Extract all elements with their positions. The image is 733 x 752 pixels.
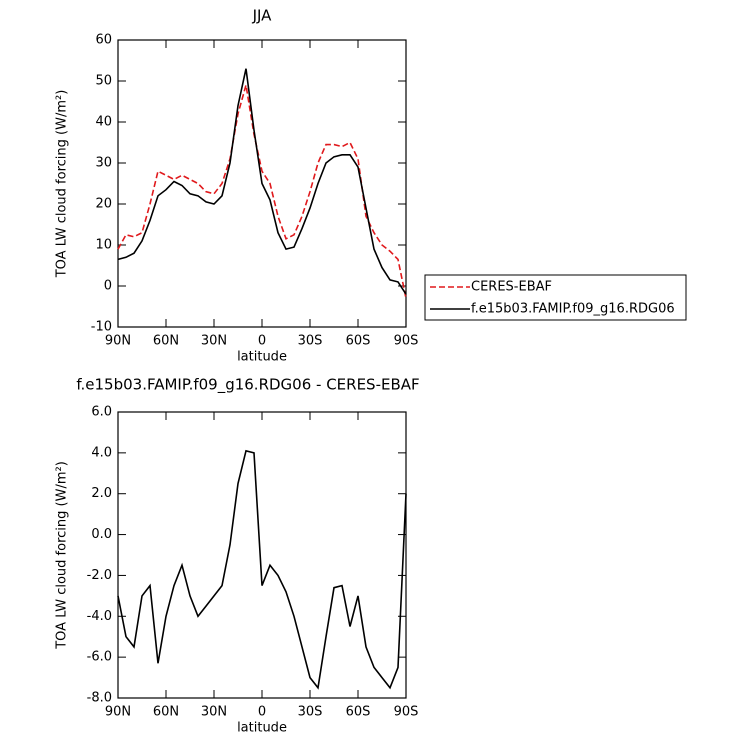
y-tick-label: 40: [95, 115, 112, 130]
x-axis-label: latitude: [237, 721, 287, 736]
y-tick-label: 6.0: [91, 405, 112, 420]
x-tick-label: 0: [258, 705, 266, 720]
plot-frame: [117, 411, 407, 699]
y-tick-label: -10: [91, 320, 112, 335]
y-tick-label: -6.0: [87, 650, 112, 665]
y-axis-label: TOA LW cloud forcing (W/m²): [55, 90, 70, 279]
y-tick-label: -2.0: [87, 568, 112, 583]
y-tick-label: 2.0: [91, 486, 112, 501]
x-tick-label: 60N: [153, 705, 179, 720]
chart-title: JJA: [252, 7, 273, 25]
x-tick-label: 90N: [105, 334, 131, 349]
y-tick-label: 4.0: [91, 445, 112, 460]
legend-label: f.e15b03.FAMIP.f09_g16.RDG06: [471, 302, 675, 317]
data-line: [117, 449, 407, 690]
y-tick-label: 60: [95, 33, 112, 48]
x-tick-label: 60S: [346, 334, 371, 349]
chart-title: f.e15b03.FAMIP.f09_g16.RDG06 - CERES-EBA…: [76, 376, 419, 395]
x-tick-label: 90S: [394, 334, 419, 349]
x-tick-label: 60N: [153, 334, 179, 349]
y-tick-label: -8.0: [87, 691, 112, 706]
x-tick-label: 30S: [298, 334, 323, 349]
legend-box: [424, 274, 687, 321]
x-tick-label: 60S: [346, 705, 371, 720]
y-tick-label: -4.0: [87, 609, 112, 624]
x-tick-label: 30S: [298, 705, 323, 720]
y-tick-label: 0: [104, 279, 112, 294]
data-line: [117, 68, 407, 295]
y-tick-label: 10: [95, 238, 112, 253]
data-line: [117, 84, 407, 299]
y-axis-label: TOA LW cloud forcing (W/m²): [55, 461, 70, 650]
y-tick-label: 50: [95, 74, 112, 89]
legend-label: CERES-EBAF: [471, 280, 552, 295]
x-tick-label: 30N: [201, 705, 227, 720]
y-tick-label: 0.0: [91, 527, 112, 542]
x-tick-label: 90S: [394, 705, 419, 720]
y-tick-label: 30: [95, 156, 112, 171]
x-tick-label: 0: [258, 334, 266, 349]
x-tick-label: 30N: [201, 334, 227, 349]
y-tick-label: 20: [95, 197, 112, 212]
x-axis-label: latitude: [237, 350, 287, 365]
x-tick-label: 90N: [105, 705, 131, 720]
